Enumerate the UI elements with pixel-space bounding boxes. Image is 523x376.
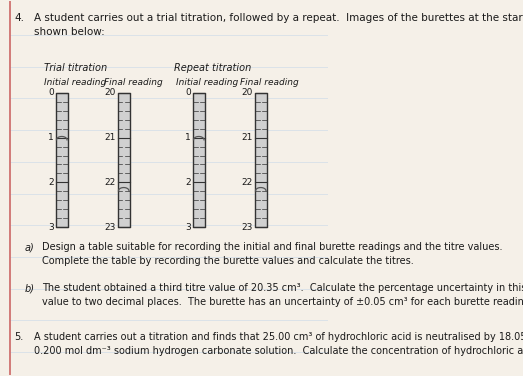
Text: Initial reading: Initial reading	[176, 78, 238, 87]
Text: 0: 0	[48, 88, 54, 97]
Bar	[55, 93, 68, 227]
Text: 3: 3	[48, 223, 54, 232]
Text: 3: 3	[185, 223, 191, 232]
Bar	[192, 93, 205, 227]
Text: Final reading: Final reading	[240, 78, 298, 87]
Text: 23: 23	[105, 223, 116, 232]
Text: Final reading: Final reading	[104, 78, 163, 87]
Text: Initial reading: Initial reading	[44, 78, 106, 87]
Text: 1: 1	[185, 133, 191, 142]
Text: 21: 21	[105, 133, 116, 142]
Text: b): b)	[24, 283, 34, 293]
Text: 4.: 4.	[15, 12, 25, 23]
Text: A student carries out a titration and finds that 25.00 cm³ of hydrochloric acid : A student carries out a titration and fi…	[34, 332, 523, 356]
Bar	[118, 93, 130, 227]
Text: Design a table suitable for recording the initial and final burette readings and: Design a table suitable for recording th…	[42, 242, 503, 266]
Text: 21: 21	[242, 133, 253, 142]
Text: 22: 22	[242, 178, 253, 187]
Text: a): a)	[24, 242, 34, 252]
Text: Repeat titration: Repeat titration	[174, 63, 252, 73]
Text: 20: 20	[242, 88, 253, 97]
Text: Trial titration: Trial titration	[44, 63, 107, 73]
Text: 0: 0	[185, 88, 191, 97]
Text: 23: 23	[242, 223, 253, 232]
Text: 22: 22	[105, 178, 116, 187]
Text: 20: 20	[105, 88, 116, 97]
Text: 1: 1	[48, 133, 54, 142]
Bar	[255, 93, 267, 227]
Text: A student carries out a trial titration, followed by a repeat.  Images of the bu: A student carries out a trial titration,…	[34, 12, 523, 36]
Text: 5.: 5.	[15, 332, 24, 342]
Text: 2: 2	[185, 178, 191, 187]
Text: 2: 2	[48, 178, 54, 187]
Text: The student obtained a third titre value of 20.35 cm³.  Calculate the percentage: The student obtained a third titre value…	[42, 283, 523, 307]
